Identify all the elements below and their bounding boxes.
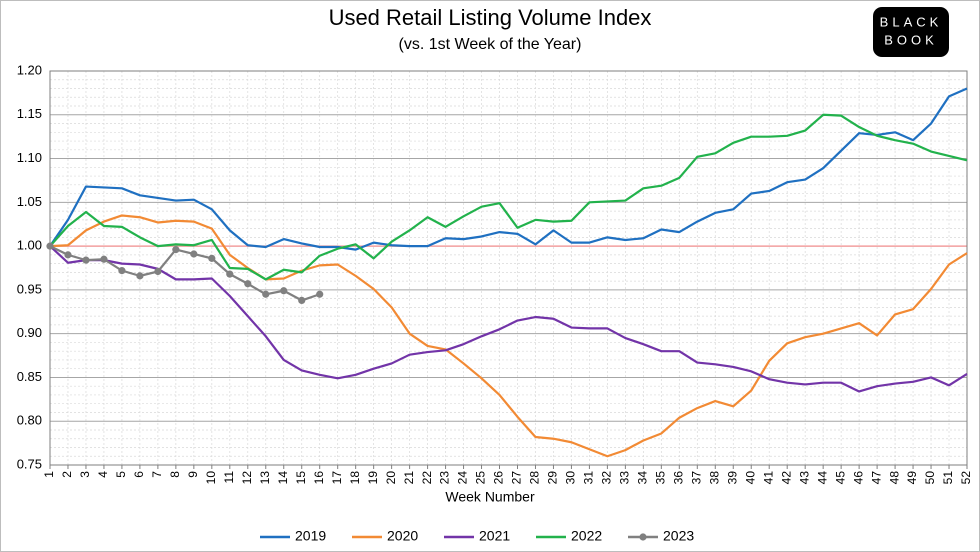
x-tick-label: 33 [618,471,632,485]
y-tick-label: 1.00 [17,238,42,253]
x-tick-label: 26 [492,471,506,485]
legend-label: 2019 [295,528,326,544]
x-tick-label: 29 [546,471,560,485]
y-tick-label: 0.85 [17,369,42,384]
series-marker [190,250,198,258]
x-tick-label: 14 [276,471,290,485]
x-tick-label: 3 [78,471,92,478]
y-tick-label: 0.80 [17,413,42,428]
series-line [49,245,968,393]
x-tick-label: 8 [168,471,182,478]
x-tick-label: 16 [312,471,326,485]
series-line [49,214,968,458]
x-tick-label: 25 [474,471,488,485]
logo-text: BLACK [880,14,943,29]
x-tick-label: 12 [240,471,254,485]
series-line [49,245,321,302]
x-tick-label: 15 [294,471,308,485]
legend-label: 2020 [387,528,418,544]
legend-label: 2021 [479,528,510,544]
x-tick-label: 5 [114,471,128,478]
x-tick-label: 30 [564,471,578,485]
y-tick-label: 1.20 [17,62,42,77]
y-tick-label: 0.95 [17,281,42,296]
x-tick-label: 28 [528,471,542,485]
series-line [49,113,968,281]
x-tick-label: 13 [258,471,272,485]
x-tick-label: 7 [150,471,164,478]
series-marker [262,290,270,298]
series-marker [172,246,180,254]
series-marker [136,272,144,280]
x-tick-label: 22 [420,471,434,485]
x-tick-label: 39 [725,471,739,485]
x-tick-label: 41 [761,471,775,485]
x-tick-label: 40 [743,471,757,485]
x-tick-label: 38 [707,471,721,485]
x-tick-label: 48 [887,471,901,485]
series-marker [154,267,162,276]
x-tick-label: 21 [402,471,416,485]
x-tick-label: 32 [600,471,614,485]
series-marker [280,287,288,295]
x-tick-label: 24 [456,471,470,485]
x-tick-label: 43 [797,471,811,485]
x-tick-label: 2 [60,471,74,478]
x-tick-label: 50 [923,471,937,485]
plot-area [50,71,967,465]
x-tick-label: 1 [42,471,56,478]
x-tick-label: 10 [204,471,218,485]
x-tick-label: 44 [815,471,829,485]
x-tick-label: 18 [348,471,362,485]
y-tick-label: 0.75 [17,456,42,471]
series-marker [82,256,90,264]
x-tick-label: 52 [959,471,973,485]
x-tick-label: 51 [941,471,955,485]
x-tick-label: 11 [222,471,236,484]
x-tick-label: 37 [689,471,703,485]
x-tick-label: 9 [186,471,200,478]
legend-label: 2023 [663,528,694,544]
series-marker [118,267,126,275]
x-tick-label: 36 [671,471,685,485]
series-marker [298,296,306,304]
series-marker [316,290,324,298]
x-tick-label: 23 [438,471,452,485]
x-tick-label: 47 [869,471,883,485]
series-marker [100,255,108,263]
x-tick-label: 27 [510,471,524,485]
series-marker [208,254,216,262]
x-tick-label: 4 [96,471,110,478]
series-marker [64,251,72,259]
y-tick-label: 1.05 [17,194,42,209]
y-tick-label: 1.15 [17,106,42,121]
chart-title: Used Retail Listing Volume Index [329,5,652,30]
x-tick-label: 17 [330,471,344,485]
series-marker [244,280,252,288]
plot-frame [49,70,968,466]
x-tick-label: 42 [779,471,793,485]
x-tick-label: 46 [851,471,865,485]
series-marker [46,242,54,250]
legend-marker [639,533,647,541]
series-marker [226,270,234,278]
y-tick-label: 0.90 [17,325,42,340]
logo-box [873,7,949,57]
legend-label: 2022 [571,528,602,544]
x-tick-label: 31 [582,471,596,485]
x-tick-label: 6 [132,471,146,478]
logo-text: BOOK [884,32,938,47]
series-line [49,87,968,251]
y-tick-label: 1.10 [17,150,42,165]
x-tick-label: 19 [366,471,380,485]
x-tick-label: 20 [384,471,398,485]
x-tick-label: 35 [654,471,668,485]
chart-subtitle: (vs. 1st Week of the Year) [399,36,582,53]
x-axis-label: Week Number [445,489,535,505]
x-tick-label: 45 [833,471,847,485]
x-tick-label: 49 [905,471,919,485]
x-tick-label: 34 [636,471,650,485]
